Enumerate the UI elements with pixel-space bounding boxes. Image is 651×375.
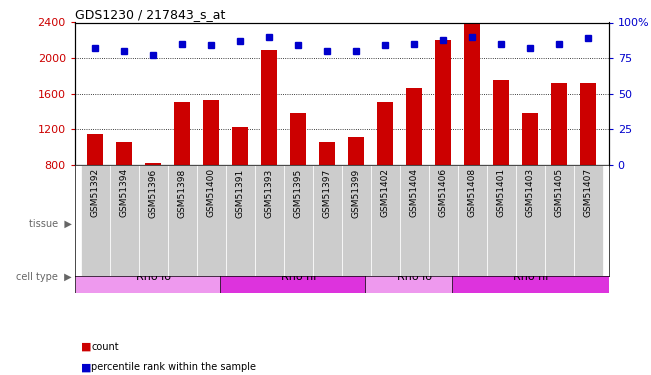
Text: GSM51401: GSM51401 [497, 168, 506, 217]
Bar [522, 113, 538, 236]
Bar [284, 165, 312, 276]
Text: GSM51391: GSM51391 [236, 168, 245, 217]
Bar [365, 261, 464, 292]
Bar [436, 40, 451, 236]
Text: GDS1230 / 217843_s_at: GDS1230 / 217843_s_at [75, 8, 225, 21]
Bar [226, 165, 255, 276]
Bar [574, 165, 603, 276]
Bar [87, 134, 103, 236]
Text: GSM51400: GSM51400 [207, 168, 215, 217]
Bar [174, 102, 190, 236]
Bar [290, 113, 306, 236]
Bar [458, 165, 487, 276]
Bar [365, 208, 609, 240]
Text: GSM51407: GSM51407 [584, 168, 593, 217]
Bar [516, 165, 545, 276]
Text: GSM51394: GSM51394 [120, 168, 129, 217]
Text: cell type  ▶: cell type ▶ [16, 272, 72, 282]
Text: GSM51408: GSM51408 [468, 168, 477, 217]
Text: GSM51403: GSM51403 [526, 168, 535, 217]
Text: GSM51395: GSM51395 [294, 168, 303, 217]
Bar [551, 83, 567, 236]
Bar [145, 163, 161, 236]
Bar [581, 83, 596, 236]
Text: ■: ■ [81, 363, 92, 372]
Bar [487, 165, 516, 276]
Text: GSM51406: GSM51406 [439, 168, 448, 217]
Text: GSM51399: GSM51399 [352, 168, 361, 217]
Bar [75, 208, 376, 240]
Text: GSM51404: GSM51404 [410, 168, 419, 217]
Bar [168, 165, 197, 276]
Bar [452, 261, 609, 292]
Bar [117, 142, 132, 236]
Bar [493, 80, 509, 236]
Bar [348, 137, 365, 236]
Bar [406, 87, 422, 236]
Bar [220, 261, 376, 292]
Text: percentile rank within the sample: percentile rank within the sample [91, 363, 256, 372]
Bar [371, 165, 400, 276]
Text: Rho hi: Rho hi [281, 272, 316, 282]
Text: GSM51392: GSM51392 [90, 168, 100, 217]
Bar [342, 165, 371, 276]
Bar [197, 165, 226, 276]
Bar [255, 165, 284, 276]
Text: ■: ■ [81, 342, 92, 352]
Bar [378, 102, 393, 236]
Text: Rho hi: Rho hi [513, 272, 548, 282]
Text: GSM51396: GSM51396 [148, 168, 158, 217]
Text: umbilical cord blood: umbilical cord blood [169, 219, 282, 229]
Bar [81, 165, 109, 276]
Bar [203, 100, 219, 236]
Text: GSM51397: GSM51397 [323, 168, 332, 217]
Text: Rho lo: Rho lo [135, 272, 171, 282]
Bar [400, 165, 429, 276]
Bar [109, 165, 139, 276]
Bar [139, 165, 168, 276]
Text: bone marrow: bone marrow [450, 219, 523, 229]
Text: GSM51398: GSM51398 [178, 168, 187, 217]
Bar [75, 261, 232, 292]
Text: GSM51393: GSM51393 [265, 168, 273, 217]
Bar [429, 165, 458, 276]
Bar [319, 142, 335, 236]
Text: GSM51405: GSM51405 [555, 168, 564, 217]
Bar [312, 165, 342, 276]
Text: tissue  ▶: tissue ▶ [29, 219, 72, 229]
Bar [261, 50, 277, 236]
Text: Rho lo: Rho lo [397, 272, 432, 282]
Bar [464, 24, 480, 236]
Text: count: count [91, 342, 118, 352]
Text: GSM51402: GSM51402 [381, 168, 390, 217]
Bar [232, 127, 248, 236]
Bar [545, 165, 574, 276]
